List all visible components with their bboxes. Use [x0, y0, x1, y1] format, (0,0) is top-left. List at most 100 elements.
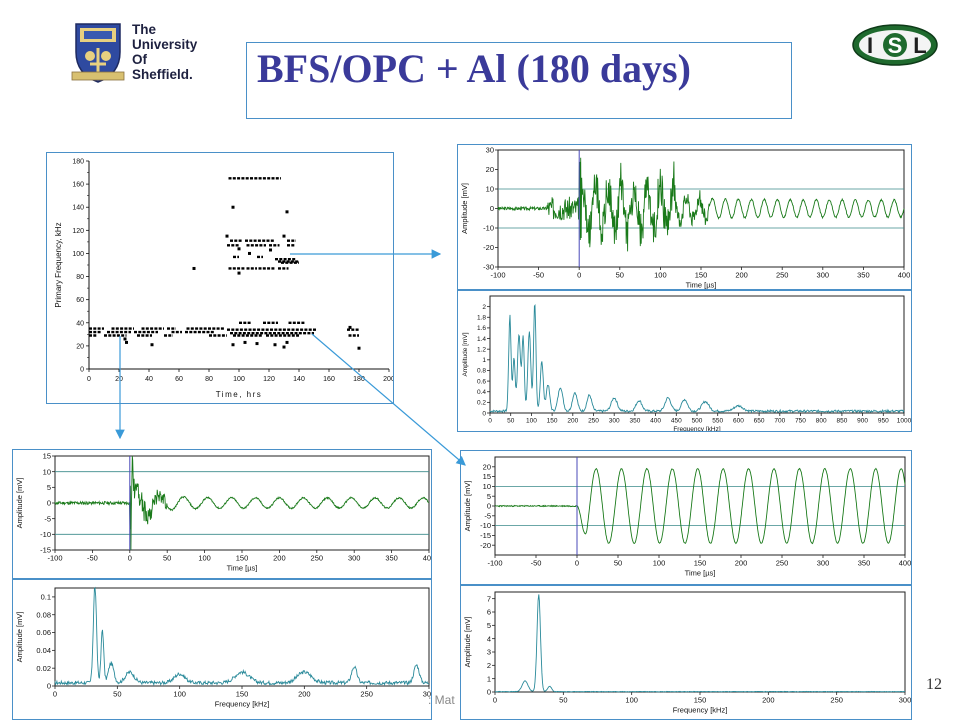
wave-bottom-left-series-line	[54, 455, 430, 551]
wave-bottom-left-ytick-label: -15	[40, 546, 51, 555]
spectrum-top-right-xtick-label: 150	[547, 418, 558, 425]
spectrum-top-right-xtick-label: 400	[650, 418, 661, 425]
wave-bottom-right-ytick-label: 15	[483, 472, 491, 481]
wave-bottom-right-xtick-label: -100	[487, 559, 502, 568]
scatter-point	[150, 343, 154, 347]
wave-bottom-right-xtick-label: 200	[735, 559, 748, 568]
spectrum-bottom-left-xtick-label: 0	[53, 690, 57, 699]
spectrum-bottom-right-xtick-label: 200	[762, 696, 775, 705]
wave-bottom-right-ytick-label: 20	[483, 462, 491, 471]
spectrum-bottom-right-xtick-label: 300	[899, 696, 911, 705]
wave-top-right-plot-area	[497, 149, 905, 268]
scatter-point	[248, 251, 251, 255]
wave-top-right-xtick-label: 200	[735, 271, 748, 280]
university-word-university: University	[132, 37, 198, 52]
scatter-ytick-label: 140	[72, 205, 84, 212]
wave-bottom-right-xtick-label: 300	[817, 559, 830, 568]
wave-bottom-right-ytick-label: 0	[487, 502, 491, 511]
scatter-point	[255, 342, 259, 346]
spectrum-chart-bottom-right-frame: 0 50 100 150 200 250 300 0 1 2 3 4 5 6 7 Frequency [kHz…	[460, 585, 912, 720]
wave-top-right-xtick-label: 100	[654, 271, 667, 280]
isl-letter-i: I	[867, 33, 873, 58]
wave-bottom-left-xtick-label: 0	[128, 554, 132, 563]
spectrum-top-right-xtick-label: 200	[567, 418, 578, 425]
wave-bottom-left-xtick-label: 400	[423, 554, 431, 563]
scatter-point	[237, 247, 241, 251]
scatter-point	[231, 343, 235, 347]
scatter-xtick-label: 80	[205, 376, 213, 383]
wave-top-right-ytick-label: -20	[483, 243, 494, 252]
scatter-point	[231, 205, 235, 209]
scatter-xtick-label: 180	[353, 376, 365, 383]
spectrum-top-right-xtick-label: 900	[857, 418, 868, 425]
wave-bottom-left-ytick-label: 5	[47, 483, 51, 492]
wave-bottom-left-xlabel: Time [µs]	[227, 563, 258, 572]
spectrum-bottom-left-ylabel: Amplitude [mV]	[15, 612, 24, 663]
spectrum-top-right-xtick-label: 0	[488, 418, 492, 425]
wave-bottom-right-ytick-label: 5	[487, 492, 491, 501]
wave-bottom-left-ytick-label: 10	[43, 467, 51, 476]
wave-bottom-right-ytick-label: 10	[483, 482, 491, 491]
scatter-ytick-label: 180	[72, 159, 84, 166]
spectrum-chart-top-right-frame: 0 50 100 150 200 250 300 350 400 450 500 550 600 650 7…	[457, 290, 912, 432]
spectrum-chart-bottom-left: 0 50 100 150 200 250 300 0 0.02 0.04 0.06 0.08 0.1 Fr…	[15, 586, 431, 708]
scatter-xtick-label: 160	[323, 376, 335, 383]
wave-top-right-xtick-label: 150	[695, 271, 708, 280]
spectrum-bottom-left-xtick-label: 100	[173, 690, 186, 699]
spectrum-bottom-right-plot-area	[494, 591, 906, 693]
spectrum-top-right-series-line	[489, 303, 905, 414]
wave-top-right-xtick-label: -50	[533, 271, 544, 280]
spectrum-top-right-ytick-label: 1.6	[477, 325, 486, 332]
wave-bottom-right-xtick-label: 250	[776, 559, 789, 568]
spectrum-top-right-ytick-label: 0.6	[477, 378, 486, 385]
spectrum-bottom-left-xlabel: Frequency [kHz]	[215, 699, 270, 708]
spectrum-bottom-left-series-line	[54, 586, 430, 686]
slide-title: BFS/OPC + Al (180 days)	[257, 46, 691, 91]
wave-chart-bottom-left-frame: -100-50050100150200250300350400-15-10-50…	[12, 449, 432, 579]
scatter-point	[282, 234, 286, 238]
wave-top-right-ylabel: Amplitude [mV]	[460, 183, 469, 234]
wave-bottom-right-xtick-label: 400	[899, 559, 911, 568]
wave-bottom-left-xtick-label: 300	[348, 554, 361, 563]
spectrum-top-right-xtick-label: 500	[692, 418, 703, 425]
scatter-ytick-label: 60	[76, 297, 84, 304]
wave-bottom-right-xtick-label: -50	[531, 559, 542, 568]
wave-top-right-ytick-label: 0	[490, 204, 494, 213]
wave-bottom-left-ytick-label: -10	[40, 530, 51, 539]
spectrum-top-right-ytick-label: 0.8	[477, 368, 486, 375]
wave-bottom-right-xtick-label: 0	[575, 559, 579, 568]
spectrum-bottom-right-ytick-label: 3	[487, 648, 491, 657]
spectrum-bottom-right-ytick-label: 5	[487, 621, 491, 630]
university-word-sheffield: Sheffield.	[132, 67, 193, 82]
scatter-ytick-label: 160	[72, 182, 84, 189]
wave-bottom-left-ytick-label: 0	[47, 499, 51, 508]
scatter-point	[269, 248, 272, 252]
spectrum-top-right-ytick-label: 1.8	[477, 315, 486, 322]
spectrum-bottom-right-xtick-label: 150	[694, 696, 707, 705]
spectrum-top-right-ytick-label: 0	[482, 410, 486, 417]
page-number: 12	[926, 676, 942, 693]
scatter-ytick-label: 120	[72, 228, 84, 235]
spectrum-top-right-xtick-label: 350	[629, 418, 640, 425]
spectrum-top-right-xtick-label: 950	[878, 418, 889, 425]
university-crest-icon	[71, 23, 125, 83]
scatter-point	[125, 340, 128, 344]
scatter-point	[237, 271, 241, 275]
wave-top-right-xlabel: Time [µs]	[686, 280, 717, 289]
spectrum-top-right-xtick-label: 750	[795, 418, 806, 425]
spectrum-bottom-left-xtick-label: 250	[360, 690, 373, 699]
title-frame: BFS/OPC + Al (180 days)	[246, 42, 792, 119]
wave-bottom-left-xtick-label: 200	[273, 554, 286, 563]
spectrum-top-right-ytick-label: 1	[482, 357, 486, 364]
wave-top-right-xtick-label: 0	[577, 271, 581, 280]
spectrum-bottom-right-ytick-label: 0	[487, 688, 491, 697]
spectrum-chart-bottom-left-frame: 0 50 100 150 200 250 300 0 0.02 0.04 0.06 0.08 0.1 Fr…	[12, 579, 432, 720]
wave-chart-bottom-right-frame: -100 -50 0 50 100 150 200 250 300 350 400 -20 -15 -10…	[460, 450, 912, 585]
scatter-point	[348, 325, 352, 329]
wave-bottom-right-ytick-label: -5	[484, 511, 491, 520]
wave-bottom-left-xtick-label: 250	[311, 554, 324, 563]
footer-text: : Mat	[428, 693, 455, 707]
scatter-point	[192, 266, 196, 270]
scatter-ylabel: Primary Frequency, kHz	[54, 222, 63, 307]
scatter-xtick-label: 40	[145, 376, 153, 383]
